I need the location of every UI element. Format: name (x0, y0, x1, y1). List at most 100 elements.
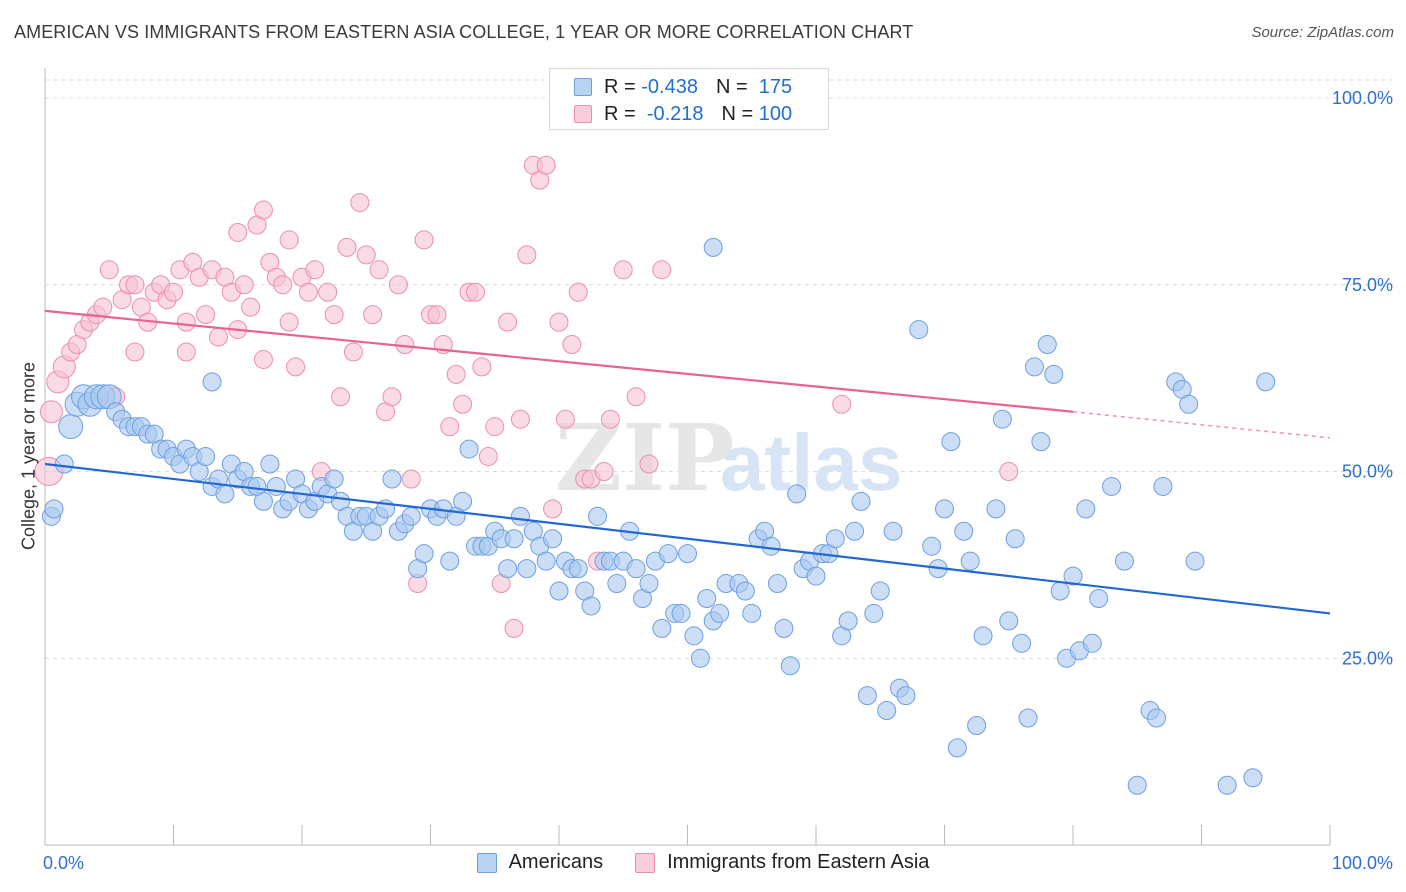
point-americans (935, 499, 954, 519)
point-americans (215, 484, 235, 504)
point-americans (568, 559, 588, 579)
chart-title: AMERICAN VS IMMIGRANTS FROM EASTERN ASIA… (14, 22, 914, 42)
point-immigrants (626, 387, 646, 407)
point-americans (787, 484, 807, 504)
point-immigrants (356, 245, 376, 265)
point-americans (543, 529, 563, 549)
point-immigrants (196, 305, 216, 325)
point-americans (909, 320, 929, 340)
point-americans (671, 603, 691, 623)
point-americans (1127, 775, 1147, 795)
legend-item-immigrants[interactable]: Immigrants from Eastern Asia (635, 851, 929, 874)
point-immigrants (369, 260, 389, 280)
trend-line-immigrants-extension (1072, 410, 1331, 439)
point-americans (1005, 529, 1025, 549)
point-immigrants (652, 260, 672, 280)
immigrants-legend-swatch (635, 852, 656, 873)
point-immigrants (331, 387, 351, 407)
point-americans (382, 469, 402, 489)
point-americans (1044, 364, 1064, 384)
americans-legend-swatch (476, 852, 497, 873)
point-americans (1012, 633, 1032, 653)
stats-legend-row-immigrants: R = -0.218 N = 100 (574, 103, 792, 125)
point-immigrants (446, 364, 466, 384)
point-immigrants (999, 462, 1019, 481)
point-immigrants (388, 275, 408, 295)
point-immigrants (253, 349, 273, 369)
point-americans (1018, 708, 1038, 728)
point-americans (947, 738, 967, 758)
point-immigrants (253, 200, 273, 220)
point-americans (459, 439, 479, 459)
legend-label-immigrants: Immigrants from Eastern Asia (667, 851, 930, 873)
point-americans (196, 447, 216, 467)
point-americans (581, 596, 601, 616)
point-immigrants (234, 275, 254, 295)
point-americans (1063, 566, 1083, 586)
point-immigrants (639, 454, 659, 474)
point-immigrants (318, 282, 338, 302)
r-label: R = (604, 75, 636, 98)
point-americans (851, 491, 871, 511)
immigrants-swatch (574, 105, 592, 123)
point-americans (510, 506, 530, 526)
point-americans (1243, 768, 1263, 788)
n-label: N = (715, 75, 748, 98)
trend-line-americans (44, 462, 1331, 615)
point-immigrants (286, 357, 306, 377)
point-americans (986, 499, 1006, 519)
legend-item-americans[interactable]: Americans (476, 851, 604, 874)
point-immigrants (176, 312, 196, 332)
legend-label-americans: Americans (508, 851, 604, 873)
point-americans (260, 454, 280, 474)
point-americans (1179, 394, 1199, 414)
point-immigrants (440, 417, 460, 437)
point-immigrants (208, 327, 228, 347)
point-immigrants (305, 260, 325, 280)
point-immigrants (472, 357, 492, 377)
point-immigrants (485, 417, 505, 437)
point-americans (954, 521, 974, 541)
point-americans (202, 372, 222, 392)
point-immigrants (324, 305, 344, 325)
point-americans (1147, 708, 1167, 728)
point-americans (896, 686, 916, 706)
point-americans (440, 551, 460, 571)
point-immigrants (164, 282, 183, 302)
point-americans (806, 566, 826, 586)
point-immigrants (600, 409, 620, 429)
point-americans (742, 603, 762, 623)
point-immigrants (337, 237, 357, 257)
point-americans (44, 499, 64, 519)
point-americans (549, 581, 569, 601)
y-tick-label: 75.0% (1342, 275, 1393, 295)
point-americans (767, 574, 787, 594)
point-americans (607, 574, 627, 594)
point-americans (498, 559, 518, 579)
point-americans (735, 581, 755, 601)
point-americans (710, 603, 730, 623)
point-immigrants (382, 387, 402, 407)
point-americans (1076, 499, 1096, 519)
x-tick-label-max: 100.0% (1332, 853, 1393, 873)
point-americans (588, 506, 608, 526)
point-americans (697, 588, 717, 608)
point-americans (678, 544, 697, 564)
point-immigrants (363, 305, 383, 325)
point-immigrants (279, 230, 299, 250)
point-americans (453, 491, 473, 511)
y-axis-label: College, 1 year or more (18, 361, 39, 551)
point-americans (922, 536, 942, 556)
point-immigrants (465, 282, 485, 302)
watermark-atlas: atlas (720, 418, 902, 507)
point-immigrants (228, 222, 248, 242)
point-americans (401, 506, 421, 526)
americans-r-value: -0.438 (641, 75, 698, 98)
point-immigrants (613, 260, 633, 280)
americans-n-value: 175 (758, 75, 793, 98)
point-immigrants (517, 245, 537, 265)
point-immigrants (414, 230, 434, 250)
point-americans (1050, 581, 1070, 601)
point-immigrants (350, 193, 370, 213)
